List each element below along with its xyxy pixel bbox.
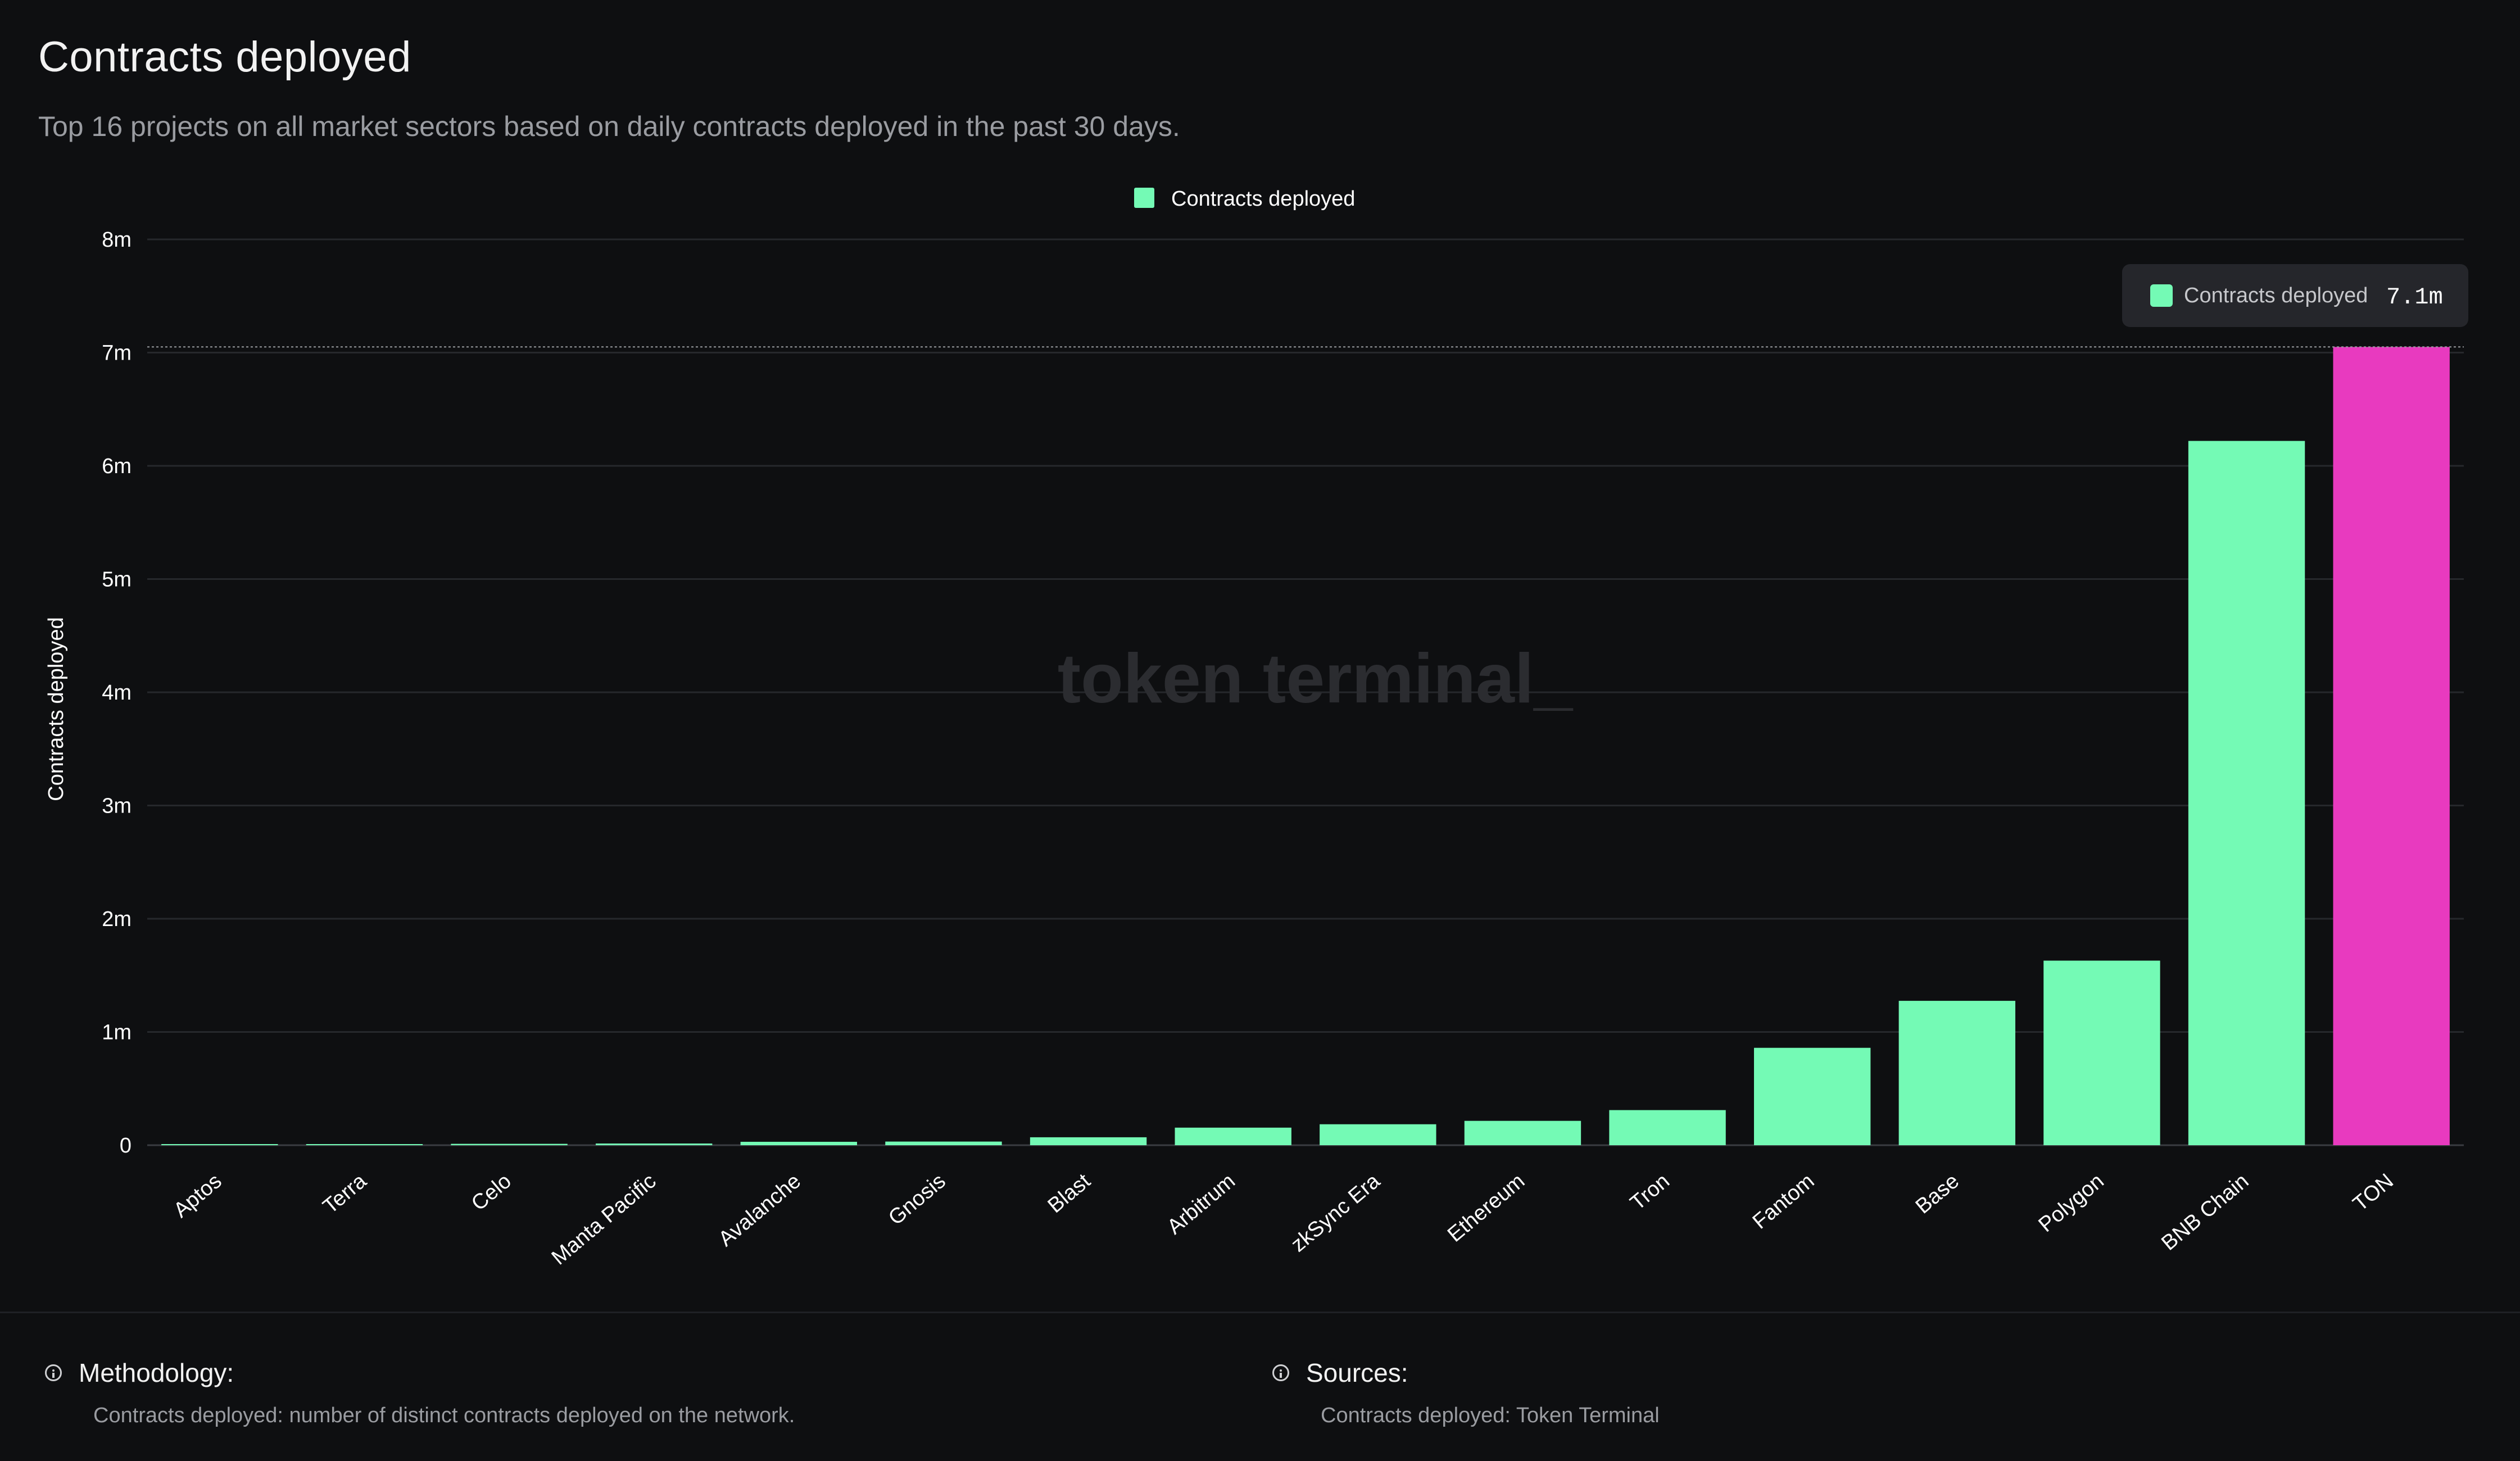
- chart-legend[interactable]: Contracts deployed: [1134, 187, 1355, 211]
- y-tick-label: 2m: [102, 908, 132, 931]
- bar-base[interactable]: [1898, 1001, 2016, 1145]
- x-tick-label: zkSync Era: [1286, 1169, 1385, 1256]
- bar-tron[interactable]: [1609, 1110, 1726, 1145]
- page-subtitle: Top 16 projects on all market sectors ba…: [38, 111, 1180, 142]
- x-tick-label: Arbitrum: [1163, 1169, 1240, 1239]
- bar-fantom[interactable]: [1753, 1047, 1871, 1145]
- methodology-section: Methodology: Contracts deployed: number …: [45, 1358, 795, 1428]
- x-tick-label: Blast: [1044, 1169, 1095, 1218]
- y-tick-label: 8m: [102, 228, 132, 252]
- methodology-label: Methodology:: [79, 1358, 234, 1387]
- y-tick-label: 6m: [102, 455, 132, 478]
- x-tick-label: Fantom: [1748, 1169, 1819, 1234]
- bar-terra[interactable]: [306, 1144, 423, 1145]
- bar-ethereum[interactable]: [1464, 1120, 1581, 1145]
- tooltip-swatch: [2150, 284, 2173, 307]
- legend-swatch: [1134, 188, 1154, 208]
- bar-bnb-chain[interactable]: [2188, 441, 2305, 1145]
- bar-blast[interactable]: [1030, 1137, 1147, 1145]
- x-tick-label: Gnosis: [884, 1169, 950, 1230]
- x-tick-label: Celo: [467, 1169, 516, 1215]
- sources-section: Sources: Contracts deployed: Token Termi…: [1272, 1358, 1660, 1428]
- bar-celo[interactable]: [451, 1144, 568, 1145]
- bar-gnosis[interactable]: [885, 1141, 1002, 1145]
- x-tick-label: Base: [1911, 1169, 1964, 1219]
- x-tick-label: TON: [2349, 1169, 2398, 1216]
- y-tick-label: 1m: [102, 1021, 132, 1045]
- info-icon[interactable]: [45, 1364, 62, 1381]
- sources-label: Sources:: [1306, 1358, 1408, 1387]
- bar-avalanche[interactable]: [740, 1141, 858, 1145]
- y-tick-label: 3m: [102, 795, 132, 818]
- y-tick-label: 5m: [102, 568, 132, 592]
- tooltip-value: 7.1m: [2386, 284, 2443, 311]
- legend-label: Contracts deployed: [1171, 187, 1355, 211]
- methodology-text: Contracts deployed: number of distinct c…: [93, 1404, 795, 1427]
- tooltip-series: Contracts deployed: [2184, 284, 2368, 307]
- contracts-bar-chart: token terminal_ 0 1m 2m 3m 4m 5m 6m 7m 8m Contra…: [44, 187, 2468, 1270]
- x-tick-label: Avalanche: [714, 1169, 805, 1251]
- y-axis-label: Contracts deployed: [44, 617, 68, 801]
- x-tick-label: BNB Chain: [2157, 1169, 2253, 1255]
- y-tick-label: 4m: [102, 681, 132, 705]
- x-tick-label: Manta Pacific: [547, 1169, 661, 1270]
- bar-arbitrum[interactable]: [1175, 1127, 1291, 1145]
- x-tick-label: Polygon: [2034, 1169, 2109, 1237]
- x-tick-label: Tron: [1626, 1169, 1674, 1215]
- x-tick-label: Terra: [319, 1169, 371, 1218]
- info-icon[interactable]: [1272, 1364, 1289, 1381]
- bar-ton[interactable]: [2333, 347, 2450, 1145]
- page-title: Contracts deployed: [38, 33, 411, 81]
- y-tick-label: 7m: [102, 342, 132, 365]
- y-tick-label: 0: [120, 1134, 132, 1158]
- bar-zksync-era[interactable]: [1320, 1124, 1436, 1145]
- watermark: token terminal_: [1058, 640, 1574, 718]
- bar-polygon[interactable]: [2043, 960, 2160, 1145]
- bar-aptos[interactable]: [161, 1144, 278, 1145]
- tooltip: Contracts deployed 7.1m: [2122, 264, 2468, 327]
- x-tick-label: Ethereum: [1443, 1169, 1529, 1247]
- tooltip-box: [2122, 264, 2468, 327]
- sources-text: Contracts deployed: Token Terminal: [1321, 1404, 1660, 1427]
- x-tick-label: Aptos: [169, 1169, 226, 1223]
- footer-divider: [0, 1312, 2520, 1313]
- bar-manta-pacific[interactable]: [595, 1143, 713, 1145]
